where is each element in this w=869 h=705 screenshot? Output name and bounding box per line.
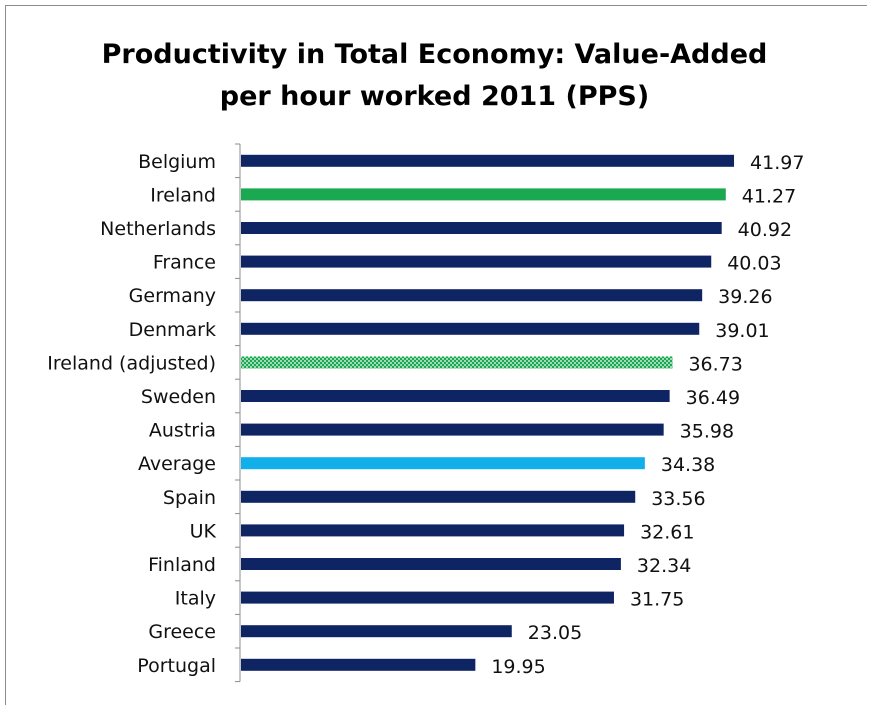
chart-frame <box>5 5 867 705</box>
chart-title-line-1: Productivity in Total Economy: Value-Add… <box>101 39 768 70</box>
value-label: 31.75 <box>630 589 684 611</box>
value-label: 32.34 <box>637 555 691 577</box>
value-label: 39.01 <box>715 320 769 342</box>
category-label: Italy <box>175 588 216 610</box>
category-label: Netherlands <box>100 218 216 240</box>
value-label: 19.95 <box>491 656 545 678</box>
bar <box>241 390 670 402</box>
bar <box>241 591 614 604</box>
category-label: Greece <box>148 621 216 643</box>
value-label: 34.38 <box>661 454 715 476</box>
category-label: Spain <box>163 487 216 509</box>
bar <box>241 289 703 302</box>
value-label: 32.61 <box>640 521 694 543</box>
bar <box>241 457 645 470</box>
category-label: Ireland <box>150 184 216 206</box>
category-label: France <box>153 252 216 274</box>
value-label: 23.05 <box>528 622 582 644</box>
category-label: Finland <box>148 554 216 576</box>
bar <box>241 255 712 268</box>
value-label: 40.92 <box>738 219 792 241</box>
value-label: 36.49 <box>686 387 740 409</box>
category-label: Ireland (adjusted) <box>47 352 216 374</box>
bar <box>241 625 512 638</box>
bar <box>241 524 625 537</box>
bar <box>241 322 700 335</box>
category-label: Average <box>138 453 216 475</box>
value-label: 41.97 <box>750 152 804 174</box>
value-label: 39.26 <box>718 286 772 308</box>
bar <box>241 658 476 671</box>
bar <box>241 154 735 167</box>
category-label: Germany <box>129 285 216 307</box>
chart-title-line-2: per hour worked 2011 (PPS) <box>219 81 650 112</box>
category-label: UK <box>190 520 217 542</box>
chart-title: Productivity in Total Economy: Value-Add… <box>0 34 869 118</box>
bar <box>241 222 722 234</box>
category-label: Sweden <box>141 386 216 408</box>
category-label: Austria <box>149 420 216 442</box>
category-label: Portugal <box>137 655 216 677</box>
bar <box>241 423 664 436</box>
value-label: 41.27 <box>742 185 796 207</box>
bar <box>241 356 673 369</box>
value-label: 36.73 <box>688 353 742 375</box>
category-label: Denmark <box>129 319 216 341</box>
bar <box>241 188 726 201</box>
value-label: 33.56 <box>651 488 705 510</box>
bar <box>241 490 636 503</box>
value-label: 40.03 <box>727 253 781 275</box>
value-label: 35.98 <box>680 421 734 443</box>
category-label: Belgium <box>138 151 216 173</box>
bar <box>241 558 621 570</box>
y-axis: Belgium Ireland Netherlands France Germany De… <box>47 143 241 683</box>
bars: 41.97 41.27 40.92 40.03 39.26 39.01 36.73 36.49… <box>241 152 804 678</box>
